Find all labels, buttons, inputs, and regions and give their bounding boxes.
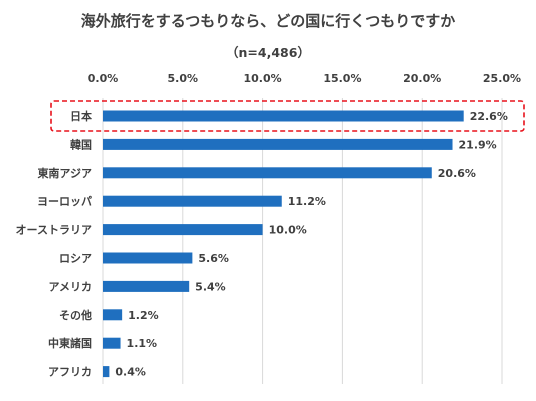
category-label: 韓国 [70, 137, 92, 151]
highlight-box [50, 100, 525, 132]
bar [103, 309, 123, 321]
value-label: 22.6% [470, 110, 508, 123]
value-label: 10.0% [269, 224, 307, 237]
bar [103, 337, 121, 349]
bar [103, 280, 190, 292]
bar [103, 224, 263, 236]
value-label: 0.4% [115, 366, 146, 379]
category-label: 日本 [70, 109, 92, 123]
value-label: 11.2% [288, 195, 326, 208]
category-label: ロシア [59, 252, 92, 265]
category-label: オーストラリア [16, 224, 92, 237]
value-label: 1.1% [127, 337, 158, 350]
value-label: 1.2% [128, 309, 159, 322]
x-tick-label: 5.0% [168, 72, 199, 85]
bar [103, 366, 110, 378]
bar [103, 138, 453, 150]
bar [103, 167, 432, 179]
value-label: 5.6% [198, 252, 229, 265]
value-label: 20.6% [438, 167, 476, 180]
category-label: ヨーロッパ [37, 195, 92, 208]
bar [103, 195, 282, 207]
x-tick-label: 25.0% [483, 72, 521, 85]
chart-title: 海外旅行をするつもりなら、どの国に行くつもりですか [80, 12, 456, 30]
x-tick-label: 20.0% [403, 72, 441, 85]
x-tick-label: 0.0% [88, 72, 119, 85]
category-label: アフリカ [48, 366, 92, 379]
x-tick-label: 15.0% [323, 72, 361, 85]
chart-subtitle: （n=4,486） [226, 45, 310, 60]
value-label: 21.9% [459, 138, 497, 151]
bar [103, 110, 464, 122]
category-label: その他 [59, 308, 92, 322]
category-label: 中東諸国 [48, 336, 92, 350]
category-label: 東南アジア [37, 166, 92, 180]
bar [103, 252, 193, 264]
category-label: アメリカ [49, 280, 92, 293]
x-tick-label: 10.0% [244, 72, 282, 85]
value-label: 5.4% [195, 280, 226, 293]
